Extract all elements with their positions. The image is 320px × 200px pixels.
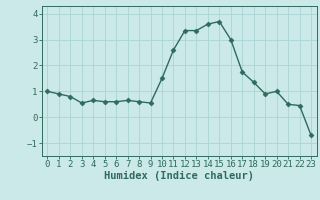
- X-axis label: Humidex (Indice chaleur): Humidex (Indice chaleur): [104, 171, 254, 181]
